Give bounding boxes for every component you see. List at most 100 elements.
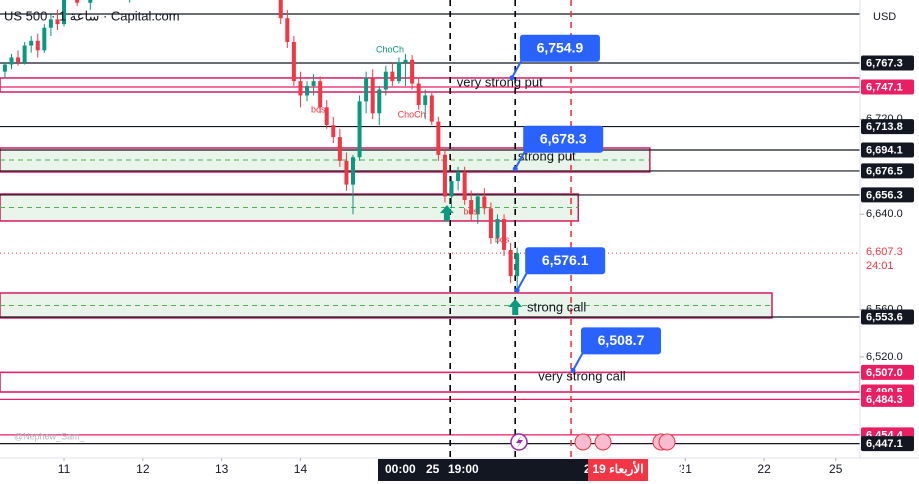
price-label-bg	[861, 187, 914, 203]
candle-body	[29, 40, 34, 46]
candle-body	[344, 160, 349, 185]
candle-body	[324, 107, 329, 126]
callout-point	[509, 75, 515, 81]
candle-body	[35, 40, 40, 51]
candle-body	[390, 71, 395, 82]
price-label: 6,553.6	[866, 311, 903, 323]
callout-box	[523, 125, 604, 153]
candle-body	[495, 219, 500, 239]
price-label: 6,656.3	[866, 189, 903, 201]
x-tick-label: 25	[829, 462, 843, 476]
price-label: 6,747.1	[866, 81, 903, 93]
price-label: 6,484.3	[866, 394, 903, 406]
candle-body	[48, 19, 53, 28]
candle-body	[462, 171, 467, 201]
price-label-bg	[861, 163, 914, 179]
time-label-bg	[378, 459, 588, 481]
candle-body	[285, 18, 290, 42]
candle-body	[370, 77, 375, 114]
candle-body	[298, 81, 303, 96]
price-label: 6,767.3	[866, 57, 903, 69]
candle-body	[449, 181, 454, 197]
date-label: الأربعاء 19	[592, 461, 643, 477]
price-label: 6,694.1	[866, 144, 903, 156]
zone	[0, 292, 773, 319]
annotation: very strong put	[457, 74, 543, 89]
callout-point	[570, 367, 576, 373]
candle-body	[22, 45, 27, 63]
candle-body	[423, 95, 428, 105]
date-label-bg	[588, 459, 648, 481]
candle-body	[88, 0, 93, 3]
price-label-bg	[861, 309, 914, 325]
y-tick-label: 6,520.0	[866, 351, 903, 363]
candle-body	[508, 249, 513, 277]
candle-body	[456, 171, 461, 182]
price-label: 6,447.1	[866, 438, 903, 450]
price-label-bg	[861, 391, 914, 407]
callout-box	[581, 327, 662, 355]
candle-body	[403, 59, 408, 63]
candle-body	[396, 62, 401, 82]
candle-body	[75, 0, 80, 3]
candle-body	[337, 137, 342, 161]
event-icon	[516, 436, 523, 448]
callout-box	[525, 247, 606, 275]
current-price-label: 6,607.3	[866, 246, 903, 258]
crosshair-labels: 00:00 25 19:00 الثلاثاء 18 نوفمبر '25 ال…	[378, 459, 686, 481]
annotation: very strong call	[538, 369, 626, 384]
callout-label: 6,508.7	[598, 332, 645, 348]
signal-arrow	[439, 205, 454, 222]
candle-body	[442, 154, 447, 197]
chart-title: US 500 · 1 ساعة · Capital.com	[4, 8, 180, 23]
annotation: bos	[495, 234, 510, 244]
annotation: strong call	[527, 300, 586, 315]
price-label: 6,713.8	[866, 121, 903, 133]
candle-body	[311, 81, 316, 86]
candle-body	[410, 59, 415, 84]
currency: USD	[873, 11, 896, 23]
signal-arrow	[508, 299, 523, 316]
axis-layer: 6,720.06,640.06,560.06,520.06,767.36,747…	[58, 55, 914, 476]
price-label-bg	[861, 142, 914, 158]
price-label-bg	[861, 55, 914, 71]
price-label-bg	[861, 364, 914, 380]
annotation: bos	[311, 104, 326, 114]
x-tick-label: 12	[136, 462, 150, 476]
candle-body	[469, 200, 474, 215]
callout-label: 6,754.9	[537, 39, 584, 55]
price-label-bg	[861, 119, 914, 135]
annotation: ChoCh	[376, 44, 404, 54]
price-label: 6,676.5	[866, 165, 903, 177]
candle-body	[2, 64, 7, 72]
time-label: 00:00	[385, 462, 416, 476]
x-tick-label: 13	[215, 462, 229, 476]
callout-pointer	[514, 150, 527, 170]
candle-body	[416, 83, 421, 105]
event-icon	[658, 433, 676, 451]
zone	[0, 77, 860, 93]
candle-body	[377, 89, 382, 114]
annotation: ChoCh	[398, 109, 426, 119]
candle-body	[318, 81, 323, 108]
x-tick-label: 22	[757, 462, 771, 476]
candle-body	[436, 121, 441, 155]
time-label: 25	[426, 462, 440, 476]
price-axis	[860, 0, 919, 458]
event-icon	[594, 433, 612, 451]
event-icons	[510, 433, 676, 451]
candle-body	[305, 85, 310, 96]
x-tick-label: 14	[294, 462, 308, 476]
callout-pointer	[572, 351, 584, 371]
callout-point	[512, 166, 518, 172]
candle-body	[364, 77, 369, 102]
current-price-bg	[861, 245, 914, 274]
candle-body	[16, 57, 21, 63]
candle-body	[278, 0, 283, 19]
callout-box	[519, 34, 600, 62]
watermark: @Nephew_Sam_	[14, 431, 86, 441]
candle-body	[9, 57, 14, 65]
price-label-bg	[861, 436, 914, 452]
